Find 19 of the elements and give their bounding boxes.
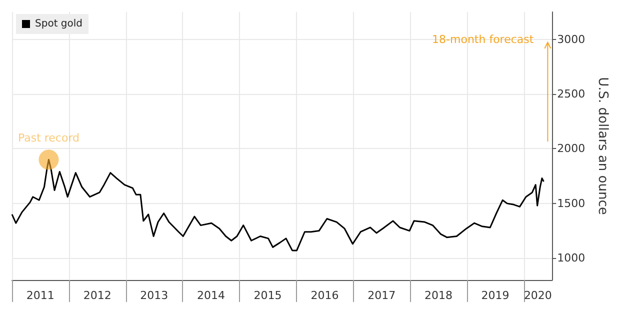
x-tick-label: 2011 xyxy=(26,289,54,302)
y-tick-label: 1000 xyxy=(557,252,586,265)
x-tick-label: 2017 xyxy=(368,289,396,302)
x-tick-label: 2014 xyxy=(196,289,225,302)
x-tick-label: 2012 xyxy=(83,289,112,302)
y-tick-label: 2500 xyxy=(557,88,586,101)
x-tick-label: 2016 xyxy=(310,289,339,302)
y-tick-label: 3000 xyxy=(557,32,586,46)
x-tick-label: 2015 xyxy=(254,289,282,302)
y-tick-label: 1500 xyxy=(557,196,586,210)
y-axis-title: U.S. dollars an ounce xyxy=(595,77,610,215)
legend-label: Spot gold xyxy=(35,18,83,30)
y-tick-label: 2000 xyxy=(557,142,586,156)
x-tick-label: 2013 xyxy=(140,289,168,302)
annotation: 18-month forecast xyxy=(432,32,534,46)
annotation: Past record xyxy=(18,132,80,145)
x-tick-label: 2018 xyxy=(424,289,452,302)
x-tick-label: 2020 xyxy=(524,289,552,302)
x-tick-label: 2019 xyxy=(481,289,510,302)
